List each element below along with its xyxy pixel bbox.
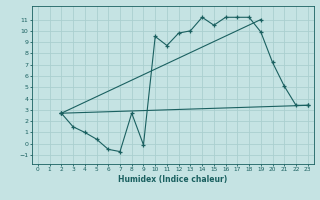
X-axis label: Humidex (Indice chaleur): Humidex (Indice chaleur)	[118, 175, 228, 184]
